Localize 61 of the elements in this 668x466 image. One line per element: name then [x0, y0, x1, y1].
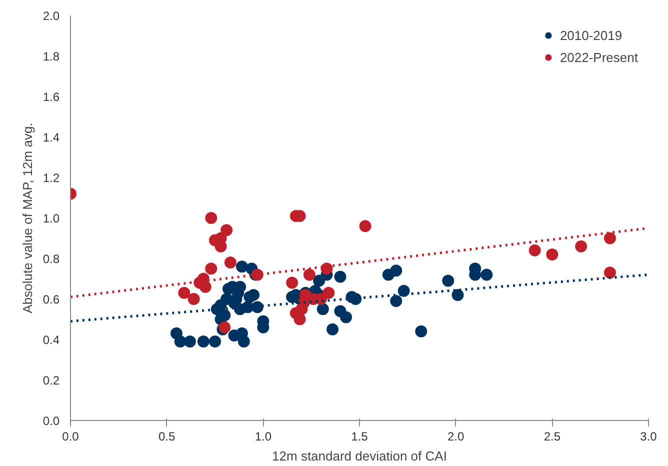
point — [340, 311, 352, 324]
y-tick-label: 1.4 — [42, 130, 60, 144]
y-tick-label: 0.2 — [42, 374, 60, 388]
point — [236, 260, 248, 273]
x-axis-title: 12m standard deviation of CAI — [272, 448, 447, 464]
point — [251, 301, 264, 314]
point — [316, 303, 329, 316]
point — [248, 288, 260, 301]
point — [546, 248, 558, 260]
point — [294, 313, 306, 326]
y-tick-label: 1.0 — [42, 212, 60, 226]
point — [320, 262, 333, 275]
point — [199, 280, 212, 293]
point — [442, 274, 454, 287]
x-tick-label: 1.0 — [254, 430, 272, 444]
x-tick-label: 1.5 — [351, 430, 368, 444]
point — [174, 336, 186, 348]
y-tick-label: 0.6 — [42, 292, 60, 306]
y-axis-title: Absolute value of MAP, 12m avg. — [20, 122, 35, 314]
point — [350, 293, 362, 305]
point — [415, 325, 428, 338]
point — [286, 276, 298, 289]
point — [390, 264, 402, 277]
point — [390, 295, 402, 308]
y-tick-label: 0.8 — [42, 252, 60, 266]
point — [604, 266, 616, 279]
point — [220, 224, 233, 236]
point — [184, 336, 196, 348]
point — [313, 274, 326, 287]
y-tick-label: 1.2 — [42, 171, 60, 185]
point — [205, 262, 218, 275]
y-tick-label: 1.6 — [42, 90, 60, 104]
x-tick-label: 2.5 — [544, 430, 561, 444]
y-tick-label: 0.4 — [42, 333, 60, 347]
y-tick-label: 1.8 — [42, 50, 60, 64]
point — [188, 293, 200, 305]
point — [575, 240, 588, 252]
point — [238, 336, 250, 348]
point — [205, 212, 218, 224]
x-tick-label: 3.0 — [640, 430, 658, 444]
point — [604, 232, 616, 244]
y-tick-label: 0.0 — [42, 414, 60, 428]
x-tick-label: 2.0 — [447, 430, 464, 444]
point — [528, 244, 541, 256]
point — [303, 268, 316, 281]
point — [224, 256, 236, 269]
legend-label: 2022-Present — [560, 50, 638, 64]
point — [178, 286, 190, 299]
x-tick-label: 0.0 — [62, 430, 80, 444]
point — [322, 286, 335, 299]
point — [334, 270, 346, 283]
point — [359, 220, 372, 232]
point — [452, 288, 464, 301]
x-tick-label: 0.5 — [158, 430, 176, 444]
point — [480, 268, 493, 281]
legend-label: 2010-2019 — [560, 28, 622, 42]
y-tick-label: 2.0 — [42, 9, 60, 23]
point — [326, 323, 339, 336]
point — [209, 336, 221, 348]
point — [398, 284, 410, 297]
point — [197, 336, 210, 348]
